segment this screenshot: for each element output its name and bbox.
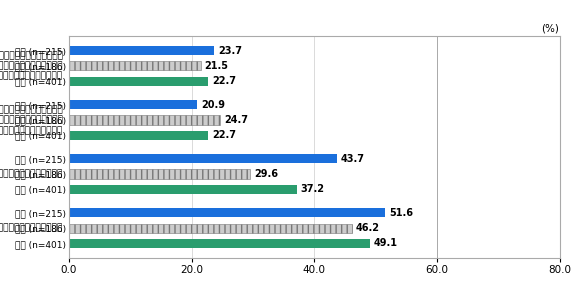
Text: 24.7: 24.7 (224, 115, 248, 125)
Text: (%): (%) (541, 24, 560, 34)
Bar (69, 185, 297, 194)
Text: 22.7: 22.7 (212, 130, 236, 140)
Text: 21.5: 21.5 (205, 61, 229, 71)
Text: 43.7: 43.7 (340, 154, 364, 164)
Text: 22.7: 22.7 (212, 76, 236, 86)
Text: 49.1: 49.1 (374, 238, 398, 249)
Text: 会社員などが立候補しやすくするため、
企業は社員が立候補する際の
休暇取得制度を充実させるべき: 会社員などが立候補しやすくするため、 企業は社員が立候補する際の 休暇取得制度を… (0, 105, 63, 135)
Bar (69, 61, 201, 70)
Bar (69, 169, 250, 179)
Bar (69, 154, 337, 163)
Text: 女性の議会進出を促進するべき: 女性の議会進出を促進するべき (0, 170, 63, 179)
Bar (69, 208, 386, 218)
Text: 23.7: 23.7 (218, 46, 242, 56)
Text: 29.6: 29.6 (254, 169, 278, 179)
Bar (69, 115, 220, 124)
Text: 46.2: 46.2 (356, 223, 380, 233)
Bar (69, 77, 208, 86)
Text: 20.9: 20.9 (201, 100, 225, 110)
Text: 若者の議会進出を促進するべき: 若者の議会進出を促進するべき (0, 224, 63, 233)
Text: 51.6: 51.6 (389, 208, 413, 218)
Bar (69, 224, 352, 233)
Text: 37.2: 37.2 (301, 184, 325, 194)
Bar (69, 46, 214, 55)
Bar (69, 239, 370, 248)
Bar (69, 130, 208, 140)
Text: 兼業・副業の議員、育児・介護等の
事情がある議員等が参加しやすくするため、
オンラインでの議会参加を可能とするべき: 兼業・副業の議員、育児・介護等の 事情がある議員等が参加しやすくするため、 オン… (0, 51, 63, 81)
Bar (69, 100, 197, 109)
